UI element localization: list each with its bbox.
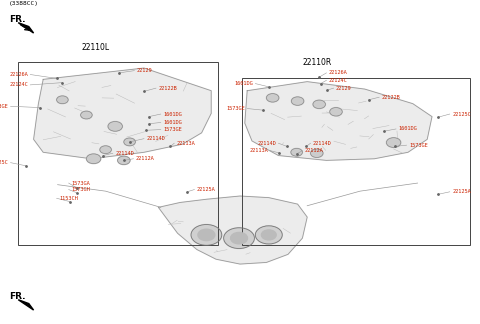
Text: 22125C: 22125C — [0, 160, 8, 165]
Text: 22113A: 22113A — [249, 148, 268, 153]
Text: 1573GA: 1573GA — [71, 180, 90, 186]
Text: 1573GE: 1573GE — [163, 127, 182, 132]
Text: 1601DG: 1601DG — [398, 126, 417, 132]
Circle shape — [255, 226, 282, 244]
Text: 1573GH: 1573GH — [71, 187, 90, 192]
Polygon shape — [158, 196, 307, 264]
Bar — [18, 62, 218, 245]
Text: FR.: FR. — [9, 15, 25, 24]
Text: 22114D: 22114D — [146, 136, 165, 141]
Circle shape — [124, 138, 135, 146]
Bar — [242, 78, 470, 245]
Text: 1153CH: 1153CH — [59, 196, 78, 201]
Circle shape — [291, 97, 304, 105]
Circle shape — [386, 138, 401, 147]
Circle shape — [330, 108, 342, 116]
Circle shape — [198, 229, 215, 241]
Polygon shape — [34, 68, 211, 159]
Circle shape — [81, 111, 92, 119]
Circle shape — [230, 232, 248, 244]
Circle shape — [262, 230, 276, 240]
Text: 22113A: 22113A — [177, 141, 195, 146]
Circle shape — [313, 100, 325, 109]
Text: 22112A: 22112A — [305, 148, 324, 153]
Text: 1601DG: 1601DG — [163, 111, 182, 117]
Circle shape — [266, 94, 279, 102]
Text: 1573GE: 1573GE — [0, 104, 8, 109]
Circle shape — [118, 156, 130, 165]
Text: 1601DG: 1601DG — [234, 81, 253, 86]
Text: 22124C: 22124C — [9, 82, 28, 87]
Text: 22110L: 22110L — [82, 43, 110, 52]
Circle shape — [191, 225, 222, 245]
Text: 22124C: 22124C — [329, 78, 348, 83]
Polygon shape — [18, 23, 34, 33]
Text: 22110R: 22110R — [302, 58, 331, 67]
Text: 1573GE: 1573GE — [226, 106, 245, 111]
Circle shape — [86, 154, 101, 164]
Text: 22125A: 22125A — [197, 187, 216, 192]
Text: FR.: FR. — [9, 292, 25, 301]
Text: 22114D: 22114D — [313, 141, 332, 146]
Text: 22114D: 22114D — [115, 151, 134, 156]
Text: 22129: 22129 — [336, 86, 352, 91]
Text: 22122B: 22122B — [158, 86, 177, 91]
Text: 22122B: 22122B — [382, 95, 400, 100]
Text: 22125A: 22125A — [452, 189, 471, 194]
Text: 22125C: 22125C — [452, 111, 471, 117]
Text: 22112A: 22112A — [136, 156, 155, 161]
Polygon shape — [245, 82, 432, 160]
Circle shape — [291, 148, 302, 156]
Circle shape — [57, 96, 68, 104]
Text: 22126A: 22126A — [329, 70, 348, 75]
Text: 1573GE: 1573GE — [409, 143, 428, 148]
Text: 22114D: 22114D — [257, 141, 276, 146]
Text: 22129: 22129 — [137, 68, 153, 73]
Circle shape — [224, 228, 254, 249]
Circle shape — [108, 122, 122, 131]
Polygon shape — [18, 300, 34, 310]
Circle shape — [311, 149, 323, 157]
Text: 1601DG: 1601DG — [163, 120, 182, 125]
Text: 22126A: 22126A — [9, 72, 28, 77]
Circle shape — [100, 146, 111, 154]
Text: (3388CC): (3388CC) — [9, 2, 38, 6]
